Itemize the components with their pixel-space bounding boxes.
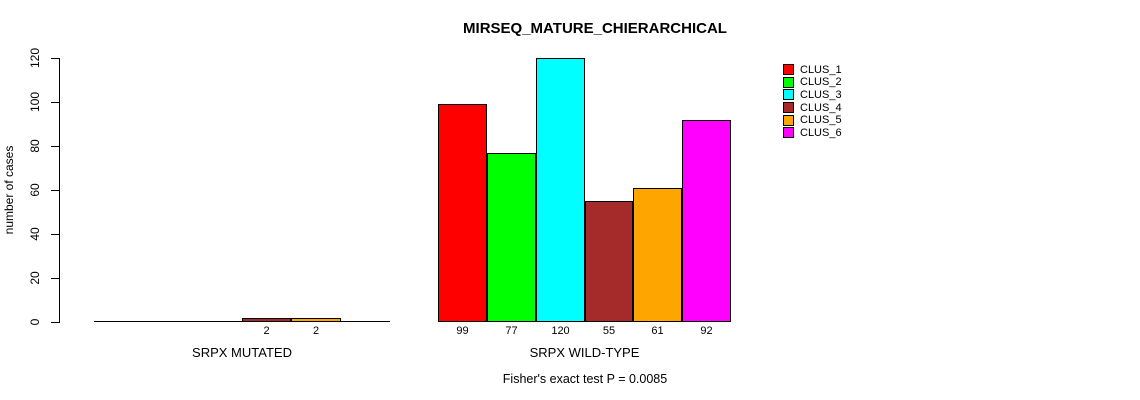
bar-clus_3 — [536, 58, 585, 322]
legend-item: CLUS_3 — [783, 88, 842, 101]
bar-value-label: 120 — [551, 325, 570, 337]
legend-swatch-icon — [783, 102, 794, 114]
y-axis-tick — [51, 102, 59, 103]
bar-clus_5 — [291, 318, 341, 322]
legend-item: CLUS_4 — [783, 101, 842, 114]
legend: CLUS_1 CLUS_2 CLUS_3 CLUS_4 CLUS_5 CLUS_6 — [783, 64, 842, 140]
y-axis-tick — [51, 146, 59, 147]
legend-swatch-icon — [783, 64, 794, 75]
y-axis-label: number of cases — [2, 145, 16, 235]
y-axis-tick-label: 60 — [28, 183, 42, 197]
legend-swatch-icon — [783, 114, 794, 126]
legend-item: CLUS_1 — [783, 63, 842, 76]
bar-value-label: 2 — [263, 325, 270, 337]
legend-label: CLUS_2 — [800, 76, 842, 89]
bar-value-label: 92 — [700, 325, 713, 337]
bar-value-label: 55 — [602, 325, 616, 337]
bar-value-label: 61 — [651, 325, 664, 337]
legend-item: CLUS_5 — [783, 114, 842, 127]
y-axis-tick — [51, 190, 59, 191]
y-axis-tick — [51, 234, 59, 235]
bar-clus_2 — [487, 153, 536, 322]
bar-clus_6 — [682, 120, 731, 322]
legend-item: CLUS_6 — [783, 126, 842, 139]
bar-clus_1 — [438, 104, 487, 322]
chart-title: MIRSEQ_MATURE_CHIERARCHICAL — [463, 20, 727, 37]
y-axis-tick — [51, 322, 59, 323]
group-label: SRPX MUTATED — [192, 345, 292, 360]
y-axis-tick-label: 100 — [28, 91, 42, 113]
y-axis-tick-label: 80 — [28, 139, 42, 153]
y-axis-tick-label: 20 — [28, 271, 42, 285]
legend-label: CLUS_5 — [800, 114, 842, 127]
legend-label: CLUS_1 — [800, 63, 842, 76]
legend-label: CLUS_6 — [800, 126, 842, 139]
bar-value-label: 2 — [312, 325, 320, 337]
legend-swatch-icon — [783, 127, 794, 139]
legend-label: CLUS_4 — [800, 101, 842, 114]
legend-swatch-icon — [783, 89, 794, 101]
y-axis-tick-label: 40 — [28, 227, 42, 241]
legend-item: CLUS_2 — [783, 76, 842, 89]
bar-clus_5 — [633, 188, 682, 322]
y-axis-tick — [51, 278, 59, 279]
footer-annotation: Fisher's exact test P = 0.0085 — [502, 372, 668, 386]
y-axis-line — [59, 58, 60, 323]
bar-value-label: 99 — [456, 325, 469, 337]
legend-swatch-icon — [783, 76, 794, 88]
bar-clus_4 — [242, 318, 291, 322]
y-axis-tick-label: 120 — [28, 47, 42, 69]
bar-clus_4 — [585, 201, 633, 322]
y-axis-tick-label: 0 — [28, 318, 42, 326]
y-axis-tick — [51, 58, 59, 59]
bar-value-label: 77 — [505, 325, 518, 337]
legend-label: CLUS_3 — [800, 88, 842, 101]
group-label: SRPX WILD-TYPE — [529, 345, 640, 360]
